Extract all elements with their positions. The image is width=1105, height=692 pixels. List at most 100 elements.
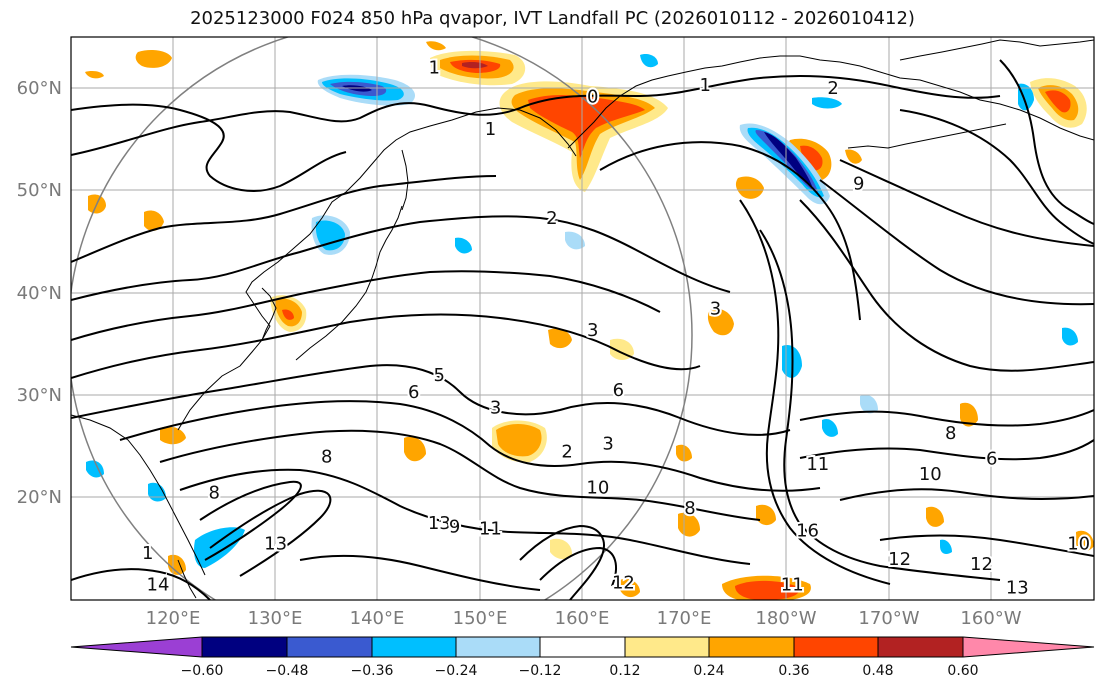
- contour-line: [71, 103, 347, 192]
- contour-line: [71, 175, 497, 263]
- contour-line: [759, 229, 1001, 581]
- lat-label: 20°N: [17, 487, 62, 508]
- contour-line: [199, 480, 302, 561]
- contour-label: 2: [561, 442, 572, 463]
- lon-label: 170°W: [858, 608, 919, 629]
- contour-line: [71, 270, 661, 341]
- contour-label: 13: [264, 534, 287, 555]
- contour-line: [209, 489, 332, 577]
- contour-label: 10: [1067, 534, 1090, 555]
- contour-line: [739, 199, 891, 585]
- colorbar-segment: [963, 637, 1094, 657]
- colorbar-tick: 0.24: [693, 663, 724, 679]
- contour-label: 9: [853, 173, 864, 194]
- contour-line: [899, 109, 1094, 245]
- contour-label: 10: [586, 477, 609, 498]
- lat-label: 30°N: [17, 385, 62, 406]
- lon-axis: 120°E 130°E 140°E 150°E 160°E 170°E 180°…: [146, 608, 1022, 629]
- contour-line: [599, 141, 861, 321]
- contour-label: 11: [479, 518, 502, 539]
- contour-line: [799, 439, 1094, 461]
- contour-label: 2: [1093, 186, 1104, 207]
- lon-label: 120°E: [146, 608, 201, 629]
- contour-label: 2: [827, 78, 838, 99]
- contour-label: 12: [888, 549, 911, 570]
- coast-korea: [261, 287, 277, 341]
- lon-label: 140°E: [350, 608, 405, 629]
- colorbar-tick: −0.48: [266, 663, 309, 679]
- contour-label: 10: [919, 464, 942, 485]
- contour-line: [71, 215, 731, 301]
- colorbar-segment: [71, 637, 202, 657]
- contour-line: [879, 534, 1094, 557]
- coast-alaska: [899, 39, 1094, 61]
- map-title: 2025123000 F024 850 hPa qvapor, IVT Land…: [190, 8, 915, 29]
- contour-label: 6: [408, 382, 419, 403]
- contour-label: 2: [546, 208, 557, 229]
- contour-label: 12: [612, 573, 635, 594]
- contour-line: [119, 400, 821, 492]
- contour-label: 3: [710, 298, 721, 319]
- contour-label: 3: [587, 320, 598, 341]
- plot-frame: [70, 36, 1095, 601]
- colorbar-segment: [287, 637, 372, 657]
- colorbar-segment: [878, 637, 963, 657]
- contour-label: 11: [806, 454, 829, 475]
- colorbar-segment: [794, 637, 878, 657]
- contour-label: 1: [700, 75, 711, 96]
- contour-line: [159, 429, 761, 521]
- contour-line: [179, 468, 751, 565]
- contour-label: 12: [970, 554, 993, 575]
- contour-label: 1: [142, 543, 153, 564]
- contour-label: 3: [490, 398, 501, 419]
- coast-asia-east: [71, 107, 577, 576]
- lon-label: 180°W: [755, 608, 816, 629]
- coast-japan: [295, 205, 403, 361]
- colorbar-segment: [625, 637, 709, 657]
- colorbar-segment: [372, 637, 456, 657]
- contour-line: [839, 488, 1094, 501]
- contour-line: [71, 568, 211, 600]
- coast-aleutians: [847, 123, 1007, 149]
- lat-label: 40°N: [17, 283, 62, 304]
- contour-label: 13: [1006, 578, 1029, 599]
- coast-kamchatka: [567, 55, 841, 149]
- lon-label: 170°E: [657, 608, 712, 629]
- colorbar-tick: −0.24: [435, 663, 478, 679]
- contour-line: [299, 554, 541, 591]
- lat-label: 50°N: [17, 180, 62, 201]
- colorbar-segment: [540, 637, 625, 657]
- contour-line: [999, 59, 1094, 225]
- colorbar-tick: −0.12: [519, 663, 562, 679]
- contour-label: 5: [434, 365, 445, 386]
- shading-positive-mid: [88, 194, 1094, 600]
- contour-line: [71, 313, 701, 379]
- lon-label: 160°W: [960, 608, 1021, 629]
- contour-label: 13: [428, 513, 451, 534]
- contour-label: 6: [986, 449, 997, 470]
- coastlines: [71, 39, 1094, 599]
- shading-positive-north: [85, 41, 1087, 199]
- contour-line: [71, 364, 791, 436]
- contour-line: [799, 409, 1094, 427]
- colorbar-tick: 0.12: [609, 663, 640, 679]
- contour-label: 8: [208, 483, 219, 504]
- contour-line: [839, 159, 1094, 247]
- colorbar-tick: 0.60: [947, 663, 978, 679]
- lon-label: 130°E: [248, 608, 303, 629]
- lon-label: 150°E: [453, 608, 508, 629]
- contour-label: 11: [781, 575, 804, 596]
- colorbar-tick: 0.36: [778, 663, 809, 679]
- colorbar-segment: [202, 637, 287, 657]
- contour-line: [539, 546, 617, 587]
- contour-line: [519, 524, 605, 600]
- colorbar-segment: [709, 637, 794, 657]
- coast-bering: [839, 61, 1094, 141]
- ivt-contours: [71, 59, 1094, 600]
- contour-label: 8: [321, 447, 332, 468]
- colorbar-tick: −0.36: [351, 663, 394, 679]
- colorbar: −0.60 −0.48 −0.36 −0.24 −0.12 0.12 0.24 …: [70, 636, 1095, 679]
- colorbar-tick: −0.60: [181, 663, 224, 679]
